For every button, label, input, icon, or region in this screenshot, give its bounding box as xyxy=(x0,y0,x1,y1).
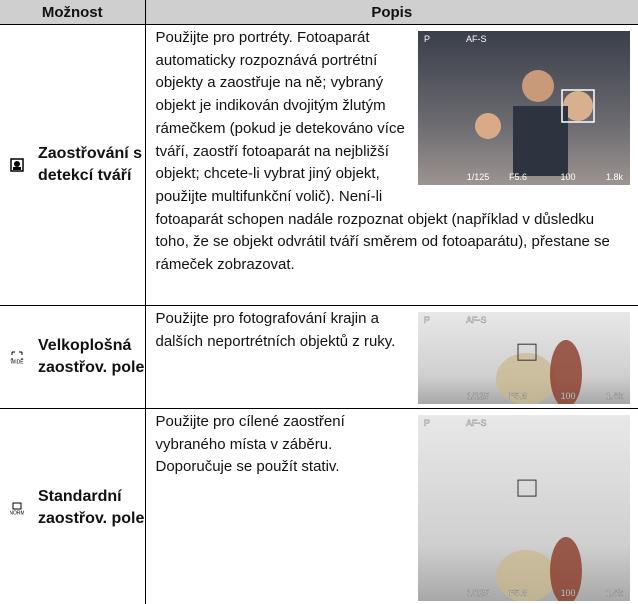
bottle xyxy=(550,537,582,601)
figure xyxy=(475,113,501,139)
option-cell: WIDE Velkoplošná zaostřov. pole xyxy=(0,305,146,409)
bottle xyxy=(496,550,556,601)
camera-screen: P AF-S 1/125 F5.6 100 1.8k xyxy=(418,31,630,185)
camera-screen: P AF-S 1/125 F5.6 100 1.8k xyxy=(418,312,630,404)
row: Zaostřování s detekcí tváří P AF-S 1/125 F5… xyxy=(0,24,638,306)
focus-frame xyxy=(561,89,595,123)
screen-label: F5.6 xyxy=(509,391,527,401)
focus-frame xyxy=(517,479,537,497)
screen-label: AF-S xyxy=(466,315,487,325)
option-cell: Zaostřování s detekcí tváří xyxy=(0,24,146,306)
header-row: Možnost Popis xyxy=(0,0,638,25)
screen-label: 100 xyxy=(560,588,575,598)
svg-text:WIDE: WIDE xyxy=(10,360,24,365)
bottle xyxy=(550,340,582,404)
screen-label: P xyxy=(424,34,430,44)
camera-screen: P AF-S 1/125 F5.6 100 1.8k xyxy=(418,415,630,601)
screen-label: 1.8k xyxy=(606,172,624,182)
header-cell: Možnost xyxy=(0,0,146,25)
svg-text:NORM: NORM xyxy=(10,511,24,516)
screen-label: P xyxy=(424,418,430,428)
screen-label: F5.6 xyxy=(509,172,527,182)
description: Použijte pro fotografování krajin a dalš… xyxy=(155,310,396,350)
option-name: Zaostřování s detekcí tváří xyxy=(38,145,143,184)
screen-label: 1/125 xyxy=(467,391,490,401)
figure xyxy=(563,91,593,121)
bottle xyxy=(496,353,556,404)
screen-label: AF-S xyxy=(466,34,487,44)
figure xyxy=(522,70,554,102)
screen-label: AF-S xyxy=(466,418,487,428)
screen-label: 1.8k xyxy=(606,391,624,401)
icon xyxy=(10,158,24,172)
focus-frame xyxy=(517,343,537,361)
description-cell: P AF-S 1/125 F5.6 100 1.8k Použijte pro cílen… xyxy=(145,408,638,604)
screen-label: F5.6 xyxy=(509,588,527,598)
option-name: Standardní zaostřov. pole xyxy=(38,488,145,527)
description: Použijte pro cílené zaostření vybraného … xyxy=(155,413,345,476)
screen-label: 1/125 xyxy=(467,172,490,182)
screen-label: P xyxy=(424,315,430,325)
screen-label: 100 xyxy=(560,391,575,401)
option-name: Velkoplošná zaostřov. pole xyxy=(38,337,145,376)
header-cell: Popis xyxy=(145,0,638,25)
figure xyxy=(513,106,568,176)
option-cell: NORM Standardní zaostřov. pole xyxy=(0,408,146,604)
icon: NORM xyxy=(10,502,24,516)
description-cell: P AF-S 1/125 F5.6 100 1.8k Použijte pro fotog… xyxy=(145,305,638,409)
row: NORM Standardní zaostřov. pole P AF-S 1/12… xyxy=(0,408,638,604)
screen-label: 1.8k xyxy=(606,588,624,598)
description-cell: P AF-S 1/125 F5.6 100 1.8k Použijte pro portr… xyxy=(145,24,638,306)
row: WIDE Velkoplošná zaostřov. pole P AF-S 1/1… xyxy=(0,305,638,409)
icon: WIDE xyxy=(10,351,24,365)
description: Použijte pro portréty. Fotoaparát automa… xyxy=(155,29,610,274)
screen-label: 100 xyxy=(560,172,575,182)
screen-label: 1/125 xyxy=(467,588,490,598)
